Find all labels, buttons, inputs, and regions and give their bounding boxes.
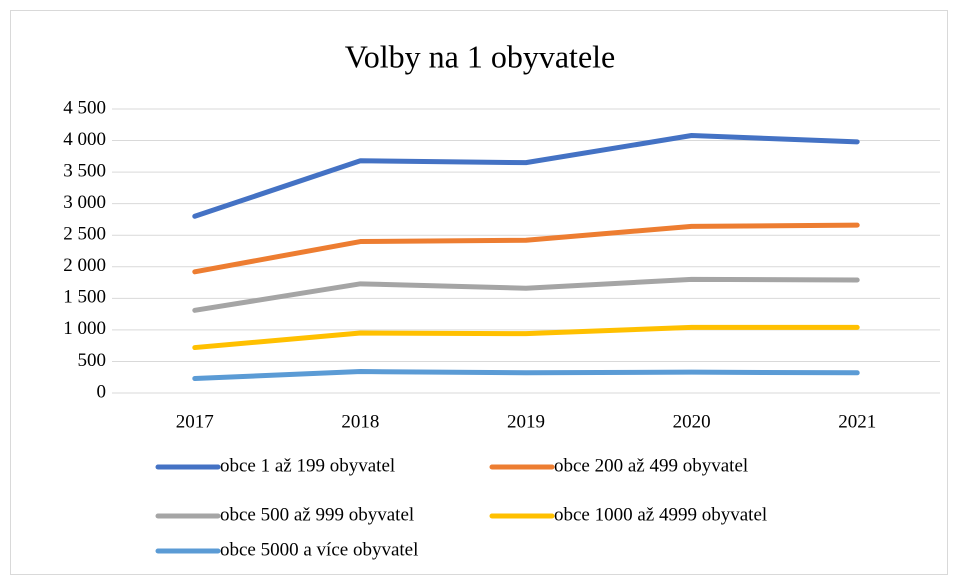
y-tick-label: 2 000: [63, 255, 106, 276]
x-tick-label: 2020: [673, 411, 711, 432]
legend-label: obce 1 až 199 obyvatel: [220, 455, 395, 476]
x-tick-label: 2017: [176, 411, 214, 432]
legend-label: obce 500 až 999 obyvatel: [220, 504, 414, 525]
chart-frame: [10, 10, 948, 575]
x-tick-label: 2021: [838, 411, 876, 432]
legend-label: obce 5000 a více obyvatel: [220, 539, 418, 560]
y-tick-label: 1 500: [63, 287, 106, 308]
y-tick-label: 3 500: [63, 160, 106, 181]
legend-label: obce 200 až 499 obyvatel: [554, 455, 748, 476]
y-tick-label: 4 000: [63, 129, 106, 150]
y-tick-label: 4 500: [63, 97, 106, 118]
x-tick-label: 2019: [507, 411, 545, 432]
x-tick-label: 2018: [341, 411, 379, 432]
series-line: [192, 133, 860, 219]
y-tick-label: 3 000: [63, 192, 106, 213]
y-tick-label: 1 000: [63, 318, 106, 339]
series-line: [192, 369, 860, 381]
y-tick-label: 500: [78, 350, 107, 371]
y-tick-label: 0: [97, 381, 107, 402]
series-line: [192, 324, 860, 351]
chart-title: Volby na 1 obyvatele: [345, 38, 615, 74]
series-line: [192, 276, 860, 313]
y-tick-label: 2 500: [63, 224, 106, 245]
series-line: [192, 222, 860, 275]
legend-label: obce 1000 až 4999 obyvatel: [554, 504, 767, 525]
